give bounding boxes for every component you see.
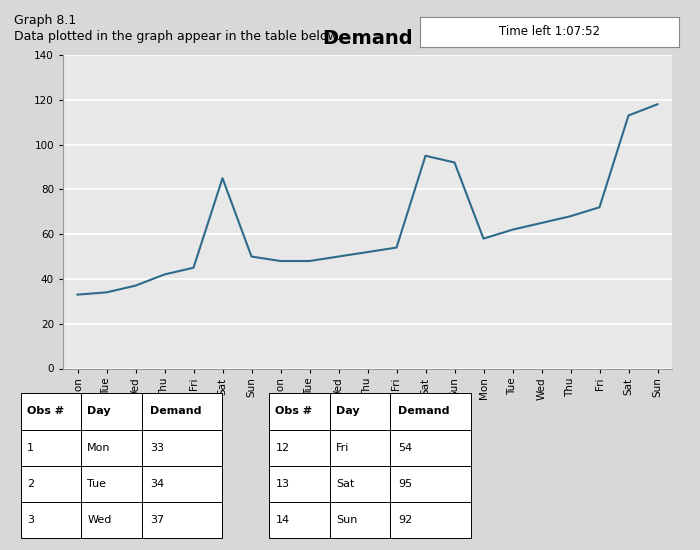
Text: 95: 95 bbox=[398, 479, 412, 489]
Text: 92: 92 bbox=[398, 515, 412, 525]
Text: Data plotted in the graph appear in the table below.: Data plotted in the graph appear in the … bbox=[14, 30, 341, 43]
Text: Fri: Fri bbox=[336, 443, 349, 453]
Text: Demand: Demand bbox=[150, 406, 201, 416]
FancyBboxPatch shape bbox=[21, 430, 81, 466]
Text: Sat: Sat bbox=[336, 479, 354, 489]
FancyBboxPatch shape bbox=[81, 502, 141, 538]
Text: 2: 2 bbox=[27, 479, 34, 489]
FancyBboxPatch shape bbox=[21, 502, 81, 538]
FancyBboxPatch shape bbox=[141, 430, 223, 466]
Text: Day: Day bbox=[336, 406, 360, 416]
FancyBboxPatch shape bbox=[391, 502, 471, 538]
Text: 33: 33 bbox=[150, 443, 164, 453]
Text: 34: 34 bbox=[150, 479, 164, 489]
Text: 54: 54 bbox=[398, 443, 412, 453]
FancyBboxPatch shape bbox=[330, 430, 391, 466]
Text: Obs #: Obs # bbox=[27, 406, 64, 416]
FancyBboxPatch shape bbox=[330, 502, 391, 538]
Text: 3: 3 bbox=[27, 515, 34, 525]
FancyBboxPatch shape bbox=[81, 393, 141, 430]
FancyBboxPatch shape bbox=[141, 502, 223, 538]
FancyBboxPatch shape bbox=[270, 466, 330, 502]
FancyBboxPatch shape bbox=[21, 393, 81, 430]
FancyBboxPatch shape bbox=[270, 502, 330, 538]
Text: Graph 8.1: Graph 8.1 bbox=[14, 14, 76, 27]
FancyBboxPatch shape bbox=[270, 430, 330, 466]
FancyBboxPatch shape bbox=[391, 466, 471, 502]
FancyBboxPatch shape bbox=[81, 466, 141, 502]
Text: Mon: Mon bbox=[88, 443, 111, 453]
FancyBboxPatch shape bbox=[141, 393, 223, 430]
FancyBboxPatch shape bbox=[330, 466, 391, 502]
Text: Demand: Demand bbox=[398, 406, 450, 416]
Text: 1: 1 bbox=[27, 443, 34, 453]
Text: Wed: Wed bbox=[88, 515, 111, 525]
Text: 12: 12 bbox=[275, 443, 290, 453]
FancyBboxPatch shape bbox=[21, 466, 81, 502]
Text: 37: 37 bbox=[150, 515, 164, 525]
Text: Sun: Sun bbox=[336, 515, 357, 525]
Text: Tue: Tue bbox=[88, 479, 106, 489]
FancyBboxPatch shape bbox=[270, 393, 330, 430]
Text: 13: 13 bbox=[275, 479, 289, 489]
FancyBboxPatch shape bbox=[141, 466, 223, 502]
FancyBboxPatch shape bbox=[391, 430, 471, 466]
Text: Obs #: Obs # bbox=[275, 406, 312, 416]
Text: Day: Day bbox=[88, 406, 111, 416]
FancyBboxPatch shape bbox=[81, 430, 141, 466]
Text: Time left 1:07:52: Time left 1:07:52 bbox=[499, 25, 600, 38]
FancyBboxPatch shape bbox=[391, 393, 471, 430]
Text: 14: 14 bbox=[275, 515, 290, 525]
Title: Demand: Demand bbox=[322, 29, 413, 48]
FancyBboxPatch shape bbox=[330, 393, 391, 430]
